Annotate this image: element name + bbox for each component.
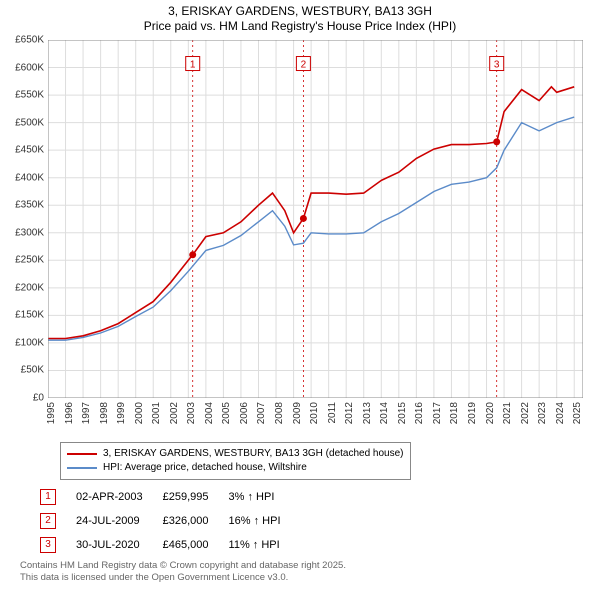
x-tick-label: 2011 bbox=[327, 402, 338, 424]
attribution: Contains HM Land Registry data © Crown c… bbox=[20, 560, 346, 584]
sale-price: £465,000 bbox=[153, 533, 219, 557]
x-tick-label: 2006 bbox=[239, 402, 250, 424]
legend-swatch-subject bbox=[67, 453, 97, 455]
x-tick-label: 2021 bbox=[502, 402, 513, 424]
svg-text:2: 2 bbox=[301, 60, 307, 71]
attribution-line2: This data is licensed under the Open Gov… bbox=[20, 572, 346, 584]
x-tick-label: 2003 bbox=[186, 402, 197, 424]
sale-marker-1: 1 bbox=[40, 489, 56, 505]
y-axis-ticks: £0£50K£100K£150K£200K£250K£300K£350K£400… bbox=[0, 40, 46, 398]
sale-date: 02-APR-2003 bbox=[66, 485, 153, 509]
x-tick-label: 1998 bbox=[99, 402, 110, 424]
x-tick-label: 2004 bbox=[204, 402, 215, 424]
sales-table-inner: 1 02-APR-2003 £259,995 3% ↑ HPI 2 24-JUL… bbox=[30, 485, 291, 557]
x-tick-label: 2024 bbox=[555, 402, 566, 424]
x-tick-label: 2019 bbox=[467, 402, 478, 424]
attribution-line1: Contains HM Land Registry data © Crown c… bbox=[20, 560, 346, 572]
x-tick-label: 1999 bbox=[116, 402, 127, 424]
sale-marker-2: 2 bbox=[40, 513, 56, 529]
legend-row-hpi: HPI: Average price, detached house, Wilt… bbox=[67, 461, 404, 475]
chart-svg: 1 2 3 bbox=[48, 40, 583, 398]
x-tick-label: 2020 bbox=[485, 402, 496, 424]
chart-title: 3, ERISKAY GARDENS, WESTBURY, BA13 3GH P… bbox=[0, 0, 600, 34]
x-axis-ticks: 1995 1996 1997 1998 1999 2000 2001 2002 2003 2004… bbox=[48, 398, 583, 438]
table-row: 1 02-APR-2003 £259,995 3% ↑ HPI bbox=[30, 485, 291, 509]
x-tick-label: 1995 bbox=[46, 402, 57, 424]
chart-container: { "title_line1": "3, ERISKAY GARDENS, WE… bbox=[0, 0, 600, 590]
x-tick-label: 2010 bbox=[309, 402, 320, 424]
y-tick-label: £650K bbox=[15, 35, 44, 46]
sale-date: 24-JUL-2009 bbox=[66, 509, 153, 533]
x-tick-label: 2015 bbox=[397, 402, 408, 424]
x-tick-label: 2013 bbox=[362, 402, 373, 424]
x-tick-label: 2001 bbox=[151, 402, 162, 424]
sale-delta: 16% ↑ HPI bbox=[219, 509, 291, 533]
y-tick-label: £150K bbox=[15, 310, 44, 321]
x-tick-label: 1997 bbox=[81, 402, 92, 424]
legend-label-hpi: HPI: Average price, detached house, Wilt… bbox=[103, 461, 307, 475]
y-tick-label: £500K bbox=[15, 117, 44, 128]
sale-price: £326,000 bbox=[153, 509, 219, 533]
x-tick-label: 2025 bbox=[572, 402, 583, 424]
legend-swatch-hpi bbox=[67, 467, 97, 469]
x-tick-label: 2018 bbox=[449, 402, 460, 424]
x-tick-label: 2017 bbox=[432, 402, 443, 424]
x-tick-label: 2012 bbox=[344, 402, 355, 424]
plot-area: 1 2 3 bbox=[48, 40, 583, 398]
x-tick-label: 2008 bbox=[274, 402, 285, 424]
table-row: 2 24-JUL-2009 £326,000 16% ↑ HPI bbox=[30, 509, 291, 533]
y-tick-label: £200K bbox=[15, 282, 44, 293]
sale-marker-3: 3 bbox=[40, 537, 56, 553]
table-row: 3 30-JUL-2020 £465,000 11% ↑ HPI bbox=[30, 533, 291, 557]
x-tick-label: 2022 bbox=[520, 402, 531, 424]
x-tick-label: 2007 bbox=[256, 402, 267, 424]
y-tick-label: £600K bbox=[15, 62, 44, 73]
sale-delta: 3% ↑ HPI bbox=[219, 485, 291, 509]
x-tick-label: 2005 bbox=[221, 402, 232, 424]
x-tick-label: 2016 bbox=[414, 402, 425, 424]
legend-row-subject: 3, ERISKAY GARDENS, WESTBURY, BA13 3GH (… bbox=[67, 447, 404, 461]
y-tick-label: £100K bbox=[15, 337, 44, 348]
y-tick-label: £300K bbox=[15, 227, 44, 238]
x-tick-label: 1996 bbox=[64, 402, 75, 424]
svg-text:1: 1 bbox=[190, 60, 196, 71]
sales-table: 1 02-APR-2003 £259,995 3% ↑ HPI 2 24-JUL… bbox=[30, 485, 291, 557]
title-address: 3, ERISKAY GARDENS, WESTBURY, BA13 3GH bbox=[0, 4, 600, 19]
y-tick-label: £350K bbox=[15, 200, 44, 211]
svg-text:3: 3 bbox=[494, 60, 500, 71]
sale-price: £259,995 bbox=[153, 485, 219, 509]
x-tick-label: 2009 bbox=[292, 402, 303, 424]
legend-label-subject: 3, ERISKAY GARDENS, WESTBURY, BA13 3GH (… bbox=[103, 447, 404, 461]
x-tick-label: 2002 bbox=[169, 402, 180, 424]
legend: 3, ERISKAY GARDENS, WESTBURY, BA13 3GH (… bbox=[60, 442, 411, 480]
y-tick-label: £550K bbox=[15, 90, 44, 101]
sale-date: 30-JUL-2020 bbox=[66, 533, 153, 557]
y-tick-label: £250K bbox=[15, 255, 44, 266]
title-subtitle: Price paid vs. HM Land Registry's House … bbox=[0, 19, 600, 34]
y-tick-label: £50K bbox=[21, 365, 44, 376]
x-tick-label: 2014 bbox=[379, 402, 390, 424]
sale-delta: 11% ↑ HPI bbox=[219, 533, 291, 557]
y-tick-label: £0 bbox=[33, 393, 44, 404]
x-tick-label: 2023 bbox=[537, 402, 548, 424]
y-tick-label: £400K bbox=[15, 172, 44, 183]
x-tick-label: 2000 bbox=[134, 402, 145, 424]
y-tick-label: £450K bbox=[15, 145, 44, 156]
